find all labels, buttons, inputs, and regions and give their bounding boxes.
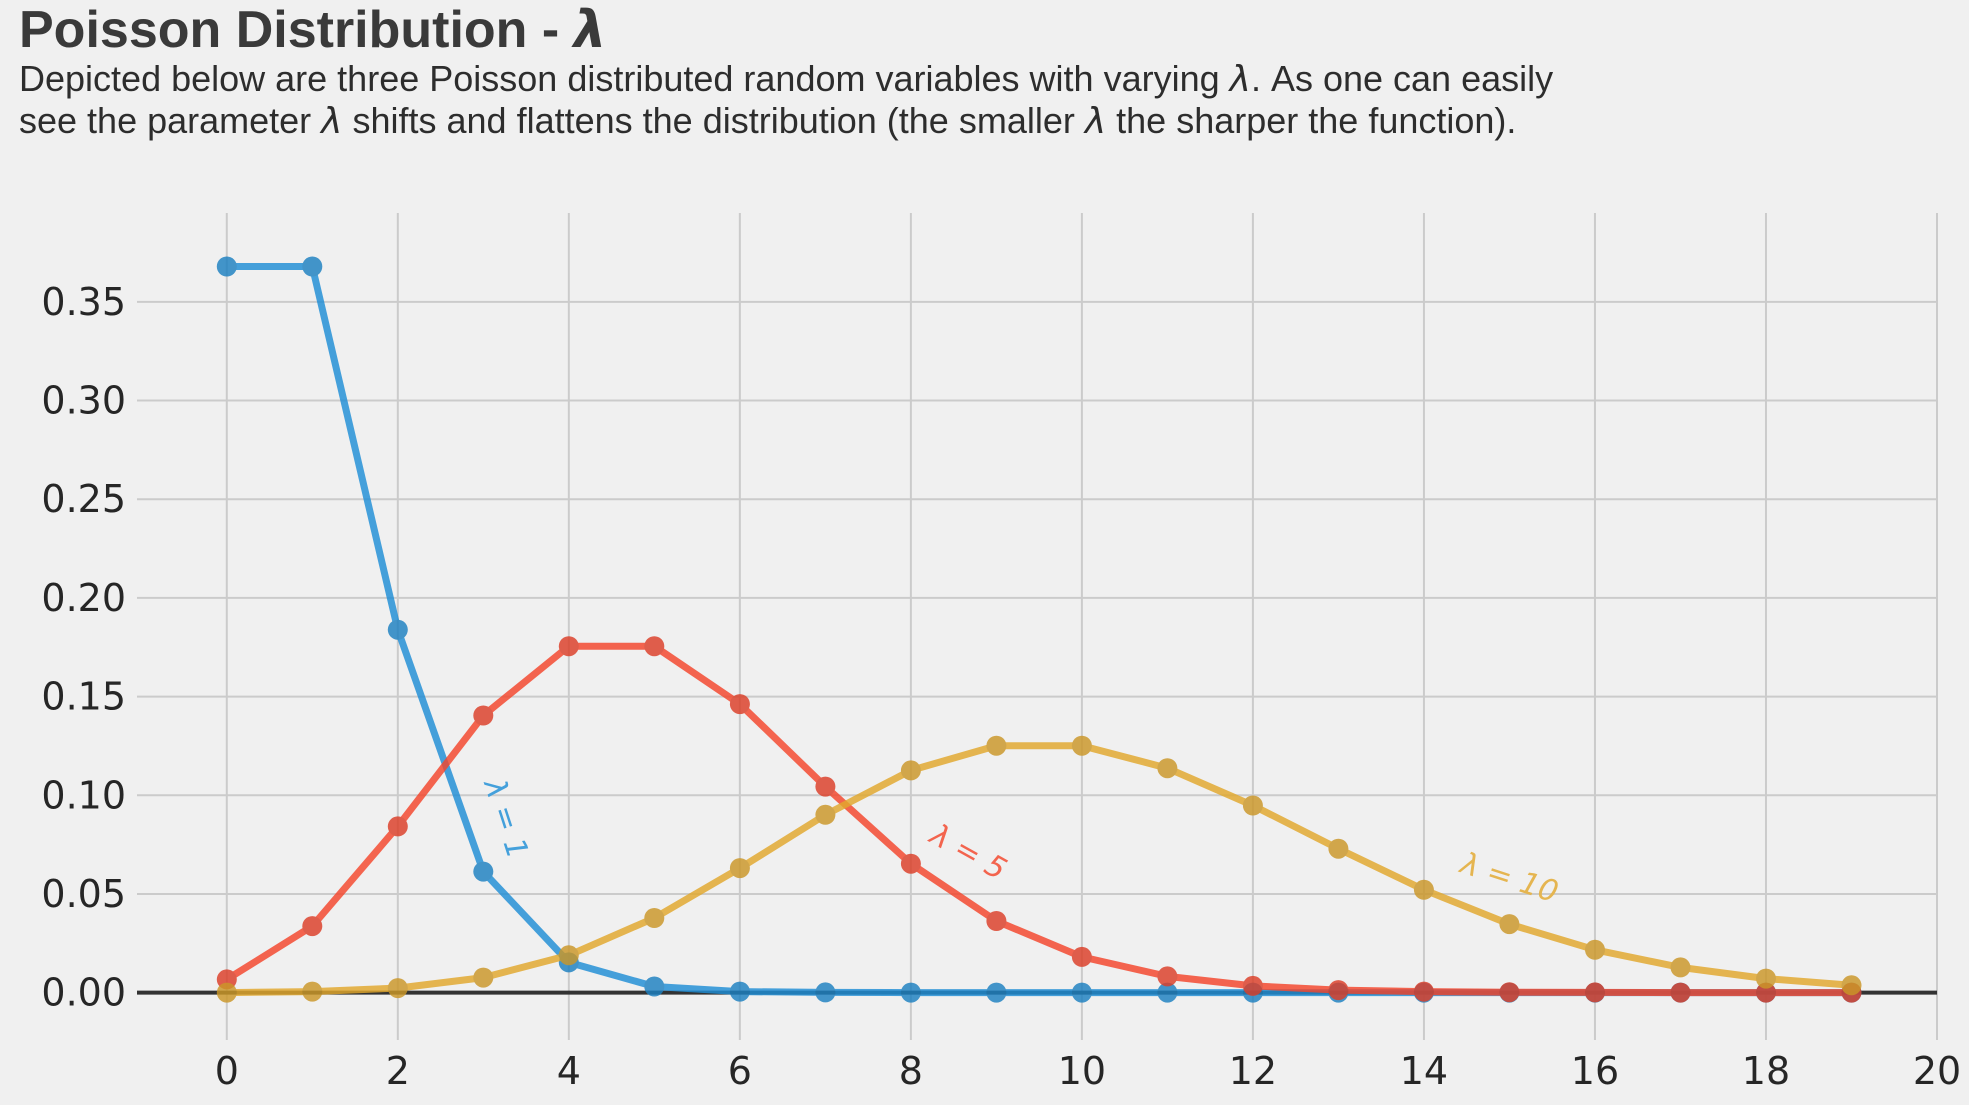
x-tick-label: 20 — [1913, 1049, 1961, 1093]
series-marker-lambda-10 — [1328, 838, 1349, 859]
tick-labels: 0 2 4 6 8 10 12 14 16 18 20 0.00 0.05 0.10 0.15 0.20 0.2… — [41, 280, 1961, 1093]
series-marker-lambda-5 — [1585, 982, 1605, 1003]
x-tick-label: 2 — [386, 1049, 410, 1093]
subtitle-text: see the parameter — [19, 100, 322, 141]
series-marker-lambda-5 — [387, 816, 408, 837]
series-marker-lambda-1 — [1157, 982, 1178, 1003]
y-tick-label: 0.30 — [41, 379, 126, 423]
series-marker-lambda-1 — [1071, 982, 1092, 1003]
x-tick-label: 16 — [1571, 1049, 1619, 1093]
y-tick-label: 0.00 — [41, 971, 126, 1015]
series-marker-lambda-5 — [815, 776, 836, 797]
series-marker-lambda-10 — [1242, 795, 1263, 816]
series-marker-lambda-1 — [387, 619, 408, 640]
lambda-symbol: λ — [321, 101, 343, 142]
series-marker-lambda-10 — [216, 982, 237, 1003]
series-marker-lambda-10 — [558, 945, 579, 966]
x-tick-label: 8 — [899, 1049, 923, 1093]
series-marker-lambda-10 — [1841, 975, 1862, 996]
subtitle-text: shifts and flattens the distribution (th… — [342, 100, 1085, 141]
series-marker-lambda-5 — [302, 916, 323, 937]
series-marker-lambda-10 — [644, 908, 665, 928]
series-marker-lambda-5 — [986, 911, 1007, 931]
y-tick-label: 0.05 — [41, 872, 126, 916]
series-marker-lambda-1 — [216, 256, 237, 277]
y-tick-label: 0.25 — [41, 477, 126, 521]
series-marker-lambda-5 — [558, 636, 579, 657]
chart-subtitle-line-1: Depicted below are three Poisson distrib… — [19, 58, 1553, 100]
series-marker-lambda-5 — [1328, 980, 1349, 1001]
series-marker-lambda-5 — [1157, 966, 1178, 987]
x-tick-label: 4 — [557, 1049, 581, 1093]
series-marker-lambda-1 — [900, 982, 921, 1003]
series-marker-lambda-1 — [644, 976, 665, 997]
series-marker-lambda-5 — [1242, 975, 1263, 996]
series-marker-lambda-10 — [900, 760, 921, 781]
series-marker-lambda-1 — [473, 861, 494, 882]
series-line-lambda-10 — [223, 742, 1855, 997]
series-marker-lambda-10 — [1585, 939, 1605, 960]
lambda-symbol: λ — [1084, 101, 1107, 142]
subtitle-text: the sharper the function). — [1106, 100, 1517, 141]
y-tick-label: 0.15 — [41, 675, 126, 719]
y-tick-label: 0.20 — [41, 576, 126, 620]
x-tick-label: 14 — [1400, 1049, 1448, 1093]
lambda-symbol: λ — [1229, 59, 1251, 100]
chart-header: Poisson Distribution - λ Depicted below … — [19, 2, 1553, 142]
series-marker-lambda-10 — [1157, 758, 1178, 779]
chart-title: Poisson Distribution - λ — [19, 2, 1553, 58]
series-marker-lambda-5 — [473, 705, 494, 726]
y-tick-label: 0.10 — [41, 773, 126, 817]
series-marker-lambda-1 — [729, 981, 750, 1002]
series-marker-lambda-10 — [1499, 914, 1520, 935]
subtitle-text: Depicted below are three Poisson distrib… — [19, 58, 1230, 99]
y-tick-label: 0.35 — [41, 280, 126, 324]
series-marker-lambda-10 — [302, 981, 323, 1002]
series-marker-lambda-10 — [1413, 879, 1434, 900]
series-marker-lambda-1 — [986, 982, 1007, 1003]
series-marker-lambda-5 — [900, 853, 921, 874]
chart-title-lambda-symbol: λ — [573, 0, 607, 60]
series-marker-lambda-10 — [1670, 957, 1691, 978]
series-marker-lambda-10 — [473, 967, 494, 988]
series-marker-lambda-10 — [387, 978, 408, 999]
series-line-lambda-1 — [223, 263, 1855, 997]
series-lambda-10 — [216, 735, 1862, 1003]
series-marker-lambda-10 — [729, 858, 750, 879]
series-marker-lambda-5 — [729, 694, 750, 715]
chart-subtitle-line-2: see the parameter λ shifts and flattens … — [19, 100, 1553, 142]
series-marker-lambda-5 — [1413, 981, 1434, 1002]
x-tick-label: 18 — [1742, 1049, 1790, 1093]
series-marker-lambda-10 — [1071, 735, 1092, 756]
series-marker-lambda-5 — [1756, 982, 1776, 1003]
series-marker-lambda-5 — [1499, 982, 1520, 1003]
x-tick-label: 12 — [1229, 1049, 1277, 1093]
annotation-lambda-10: λ = 10 — [1454, 845, 1562, 910]
series-line-lambda-5 — [223, 642, 1855, 997]
x-tick-label: 0 — [215, 1049, 239, 1093]
chart-title-text: Poisson Distribution - — [19, 1, 574, 59]
x-tick-label: 6 — [728, 1049, 752, 1093]
series-marker-lambda-1 — [302, 256, 323, 277]
x-tick-label: 10 — [1058, 1049, 1106, 1093]
series-marker-lambda-5 — [1071, 946, 1092, 967]
series-marker-lambda-10 — [986, 735, 1007, 756]
series-marker-lambda-5 — [1670, 982, 1691, 1003]
subtitle-text: . As one can easily — [1250, 58, 1554, 99]
series-lambda-1 — [216, 256, 1862, 1003]
annotation-lambda-1: λ = 1 — [476, 773, 535, 863]
series-marker-lambda-10 — [815, 804, 836, 825]
series-marker-lambda-1 — [815, 982, 836, 1003]
series-marker-lambda-10 — [1756, 968, 1776, 989]
series-marker-lambda-5 — [644, 636, 665, 657]
